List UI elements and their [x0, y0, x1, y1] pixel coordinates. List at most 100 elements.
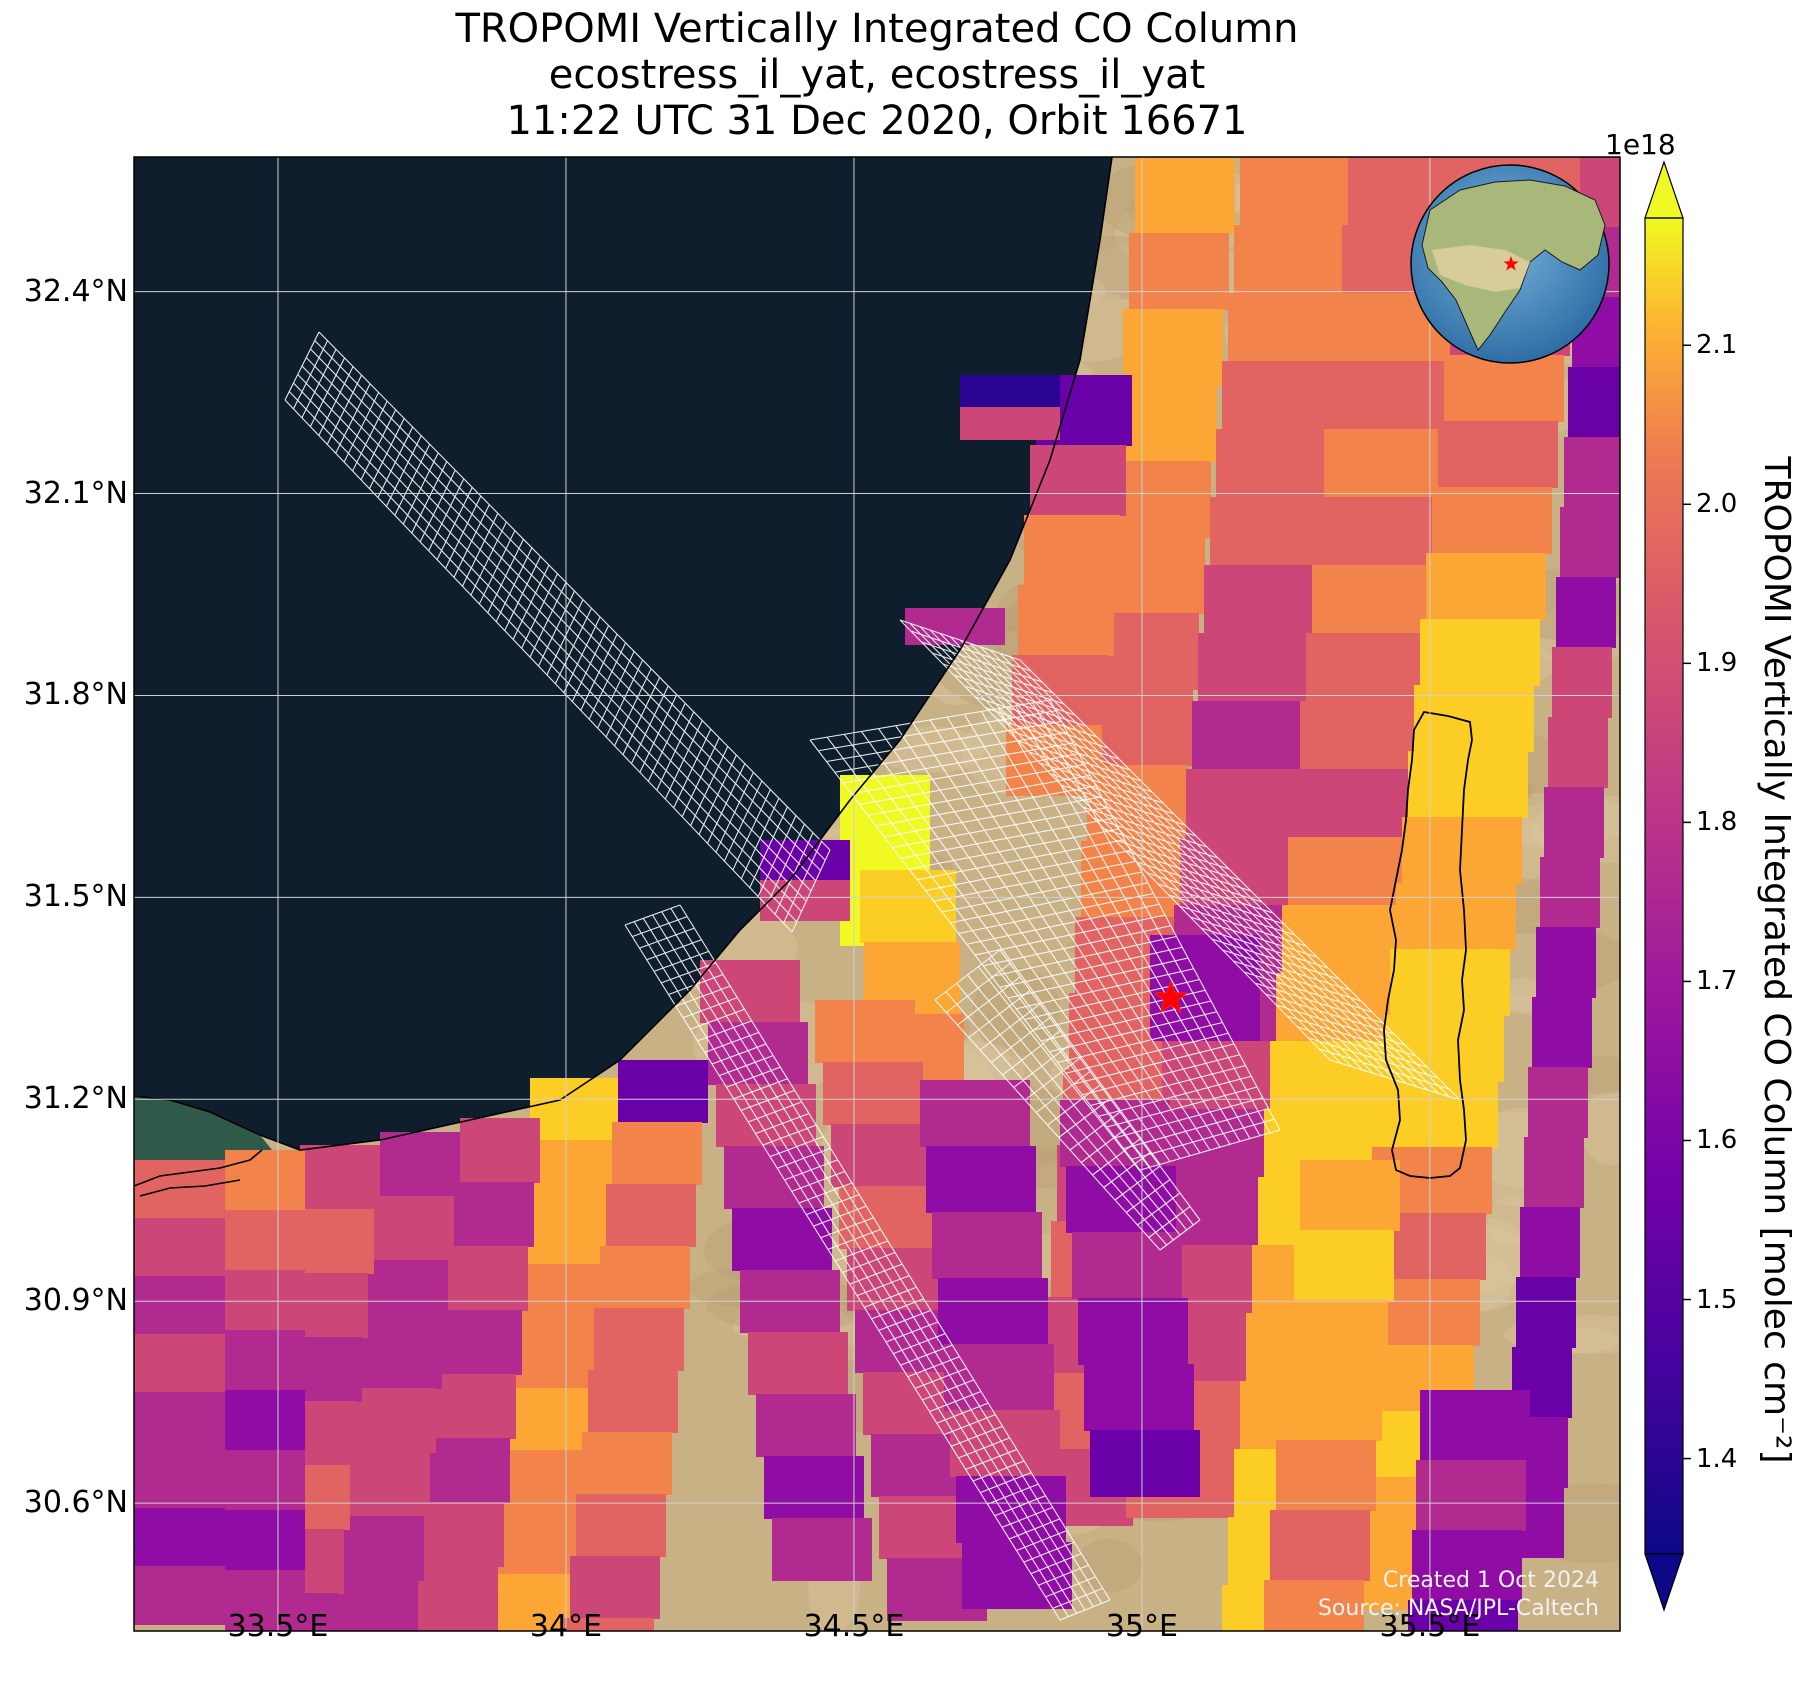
swath-line [1136, 861, 1263, 903]
co-pixel [1444, 355, 1564, 422]
lat-tick-label: 32.4°N [23, 273, 128, 309]
co-pixel [612, 1122, 702, 1185]
swath-line [1039, 762, 1164, 804]
swath-line [1179, 905, 1307, 947]
co-pixel [1552, 647, 1612, 718]
co-pixel [1030, 445, 1126, 516]
co-pixel [1544, 787, 1604, 858]
co-pixel [1536, 927, 1596, 998]
swath-line [1123, 1107, 1269, 1150]
swath-line [1013, 1044, 1071, 1088]
co-pixel [134, 1276, 229, 1335]
swath-line [1168, 894, 1296, 936]
co-pixel [134, 1334, 229, 1393]
co-pixel [225, 1330, 305, 1391]
co-pixel [570, 1556, 660, 1619]
swath-line [849, 1263, 903, 1285]
swath-line [1035, 1071, 1091, 1113]
swath-line [1114, 839, 1241, 881]
colorbar-tick-label: 2.0 [1696, 489, 1738, 520]
co-pixel [1270, 1510, 1370, 1581]
co-pixel [225, 1570, 305, 1631]
co-pixel [424, 1502, 504, 1567]
swath-line [360, 409, 397, 481]
co-pixel [1560, 507, 1620, 578]
co-pixel [134, 1450, 229, 1509]
co-pixel [576, 1494, 666, 1557]
map-plot-area [134, 157, 1620, 1631]
colorbar-tick-marks [1683, 344, 1691, 1460]
terrain-patch [972, 967, 1061, 1057]
swath-line [791, 1170, 846, 1192]
swath-line [1211, 938, 1340, 980]
swath-line [711, 1043, 767, 1065]
co-pixel [860, 870, 956, 943]
target-star-icon [1153, 979, 1189, 1014]
swath-line [885, 1321, 939, 1343]
co-pixel [374, 1196, 454, 1261]
co-pixel [932, 1212, 1042, 1279]
swath-line [1045, 1576, 1096, 1598]
swath-line [991, 935, 1177, 978]
co-pixel [436, 1374, 516, 1439]
swath-line [723, 780, 763, 862]
swath-line [958, 892, 1154, 935]
swath-line [1038, 1564, 1089, 1586]
swath-line [1147, 872, 1274, 914]
co-pixel [225, 1450, 305, 1511]
swath-line [983, 925, 1171, 967]
swath-line [1159, 1219, 1201, 1251]
swath-line [326, 374, 363, 445]
swath-line [385, 435, 422, 507]
co-pixel [1306, 633, 1424, 702]
swath-line [1106, 1086, 1258, 1128]
co-pixel [938, 1278, 1048, 1345]
swath-line [769, 1136, 824, 1158]
swath-line [733, 1078, 788, 1100]
colorbar-frame [1644, 217, 1684, 1555]
lon-tick-label: 35.5°E [1379, 1609, 1481, 1644]
swath-line [958, 1437, 1010, 1459]
swath-line [630, 685, 669, 764]
swath-line [1092, 1138, 1141, 1176]
swath-line [1137, 1192, 1181, 1226]
source-credit: Source: NASA/JPL-Caltech [1317, 1596, 1599, 1621]
swath-line [445, 495, 482, 569]
co-pixel [1282, 905, 1400, 974]
swath-line [867, 774, 1091, 816]
lat-tick-label: 31.5°N [23, 879, 128, 915]
swath-line [1233, 960, 1362, 1002]
swath-line [1329, 1059, 1461, 1101]
swath-line [783, 841, 822, 924]
swath-line [921, 641, 1043, 683]
co-pixel [1135, 157, 1235, 234]
swath-line [864, 1286, 917, 1308]
co-pixel [1018, 585, 1114, 656]
co-pixel [1024, 515, 1120, 586]
co-pixel [134, 1218, 229, 1277]
swath-line [495, 547, 533, 622]
swath-line [690, 1008, 745, 1030]
map-frame [133, 156, 1621, 1632]
swath-line [1069, 1111, 1121, 1151]
swath-line [732, 789, 771, 871]
colorbar-tick-label: 1.4 [1696, 1443, 1738, 1474]
swath-line [1023, 1541, 1075, 1563]
swath-line [546, 599, 584, 676]
co-pixel [1408, 1600, 1518, 1631]
swath-line [945, 963, 1011, 1013]
map-title-line-3: 11:22 UTC 31 Dec 2020, Orbit 16671 [506, 98, 1248, 144]
swath-line [707, 763, 746, 844]
colorbar-tick-label: 1.6 [1696, 1125, 1738, 1156]
swath-line [999, 946, 1183, 988]
swath-line [936, 1402, 989, 1424]
map-title-line-2: ecostress_il_yat, ecostress_il_yat [548, 52, 1206, 98]
swath-line [842, 1251, 896, 1274]
swath-line [826, 720, 1062, 763]
co-pixel [1288, 1300, 1388, 1371]
co-pixel [1123, 309, 1223, 386]
swath-line [1057, 1021, 1223, 1064]
swath-line [656, 711, 695, 791]
co-pixel [1420, 1390, 1530, 1461]
swath-south [624, 904, 1111, 1621]
